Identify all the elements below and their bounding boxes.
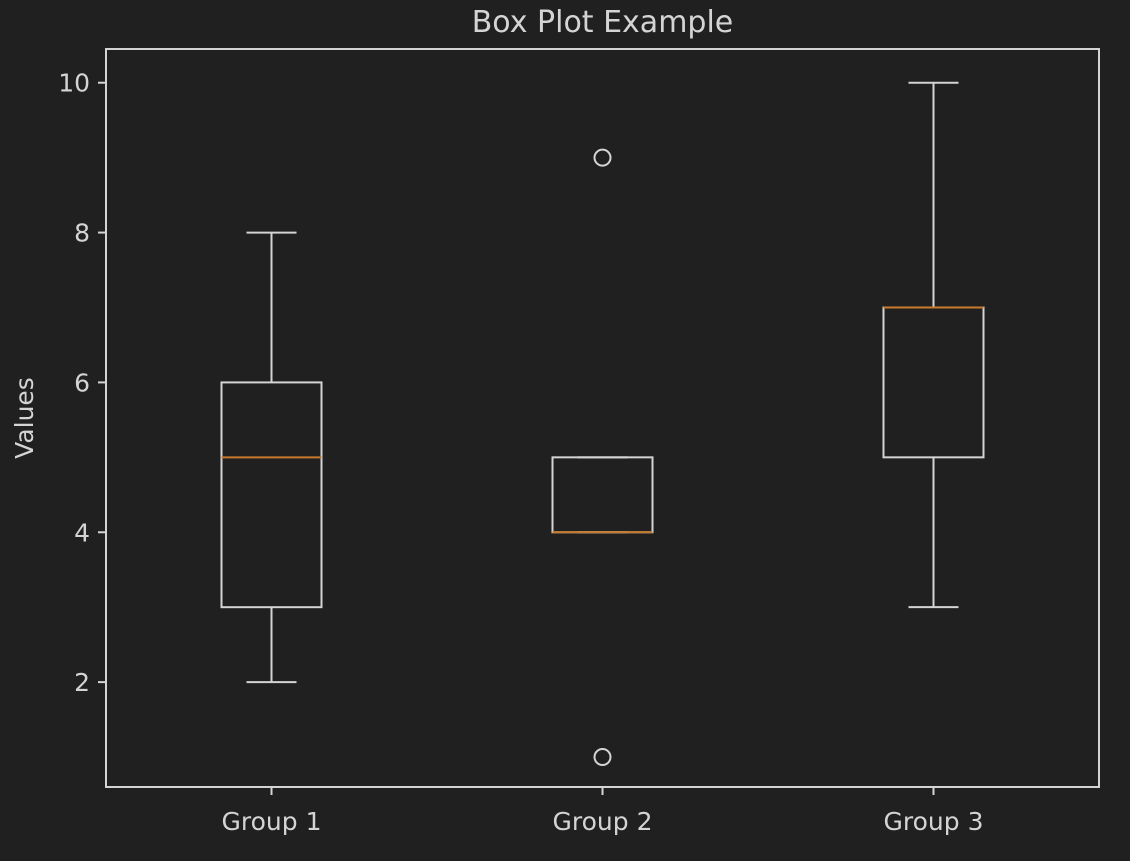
- chart-title: Box Plot Example: [472, 5, 734, 40]
- y-tick-label: 8: [74, 219, 90, 248]
- y-tick-label: 4: [74, 518, 90, 547]
- x-tick-label: Group 2: [553, 807, 653, 836]
- x-axis-ticks: Group 1 Group 2 Group 3: [222, 787, 984, 836]
- y-tick-label: 10: [58, 69, 90, 98]
- plot-area-frame: [105, 48, 1100, 788]
- x-tick-label: Group 3: [884, 807, 984, 836]
- box-group-1: [220, 231, 323, 684]
- box-series: [220, 81, 985, 767]
- box-group-2: [551, 148, 654, 767]
- box-group-3: [882, 81, 985, 609]
- y-tick-label: 6: [74, 368, 90, 397]
- y-axis-ticks: 2 4 6 8 10: [58, 69, 106, 697]
- box-iqr: [220, 381, 323, 609]
- y-tick-label: 2: [74, 668, 90, 697]
- outlier-point: [593, 148, 612, 167]
- y-axis-label: Values: [10, 377, 39, 459]
- outlier-point: [593, 748, 612, 767]
- x-tick-label: Group 1: [222, 807, 322, 836]
